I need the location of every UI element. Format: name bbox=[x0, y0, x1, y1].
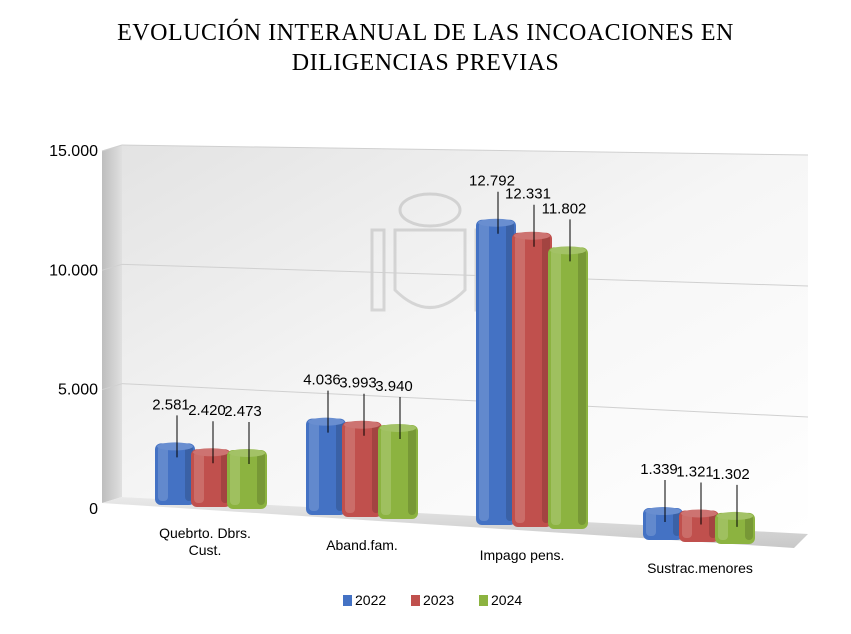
legend-label: 2023 bbox=[423, 592, 454, 608]
data-label: 1.302 bbox=[712, 466, 750, 483]
bar-2023-2 bbox=[512, 231, 552, 527]
data-label: 4.036 bbox=[303, 372, 341, 389]
legend-swatch bbox=[479, 595, 488, 606]
category-label: Aband.fam. bbox=[326, 537, 398, 553]
bar-top bbox=[514, 231, 550, 240]
bar-highlight bbox=[345, 423, 355, 513]
y-tick-label: 15.000 bbox=[49, 143, 98, 160]
legend-item-2023: 2023 bbox=[411, 592, 454, 608]
legend-item-2024: 2024 bbox=[479, 592, 522, 608]
data-label: 3.993 bbox=[339, 375, 377, 392]
data-label: 12.331 bbox=[505, 186, 551, 203]
category-label-line: Sustrac.menores bbox=[647, 560, 753, 576]
category-label-line: Aband.fam. bbox=[326, 537, 398, 553]
bar-2022-2 bbox=[476, 218, 516, 525]
legend-swatch bbox=[343, 595, 352, 606]
bar-top bbox=[344, 420, 380, 429]
bar-highlight bbox=[515, 234, 525, 523]
y-tick-label: 10.000 bbox=[49, 262, 98, 279]
bar-top bbox=[380, 423, 416, 432]
bar-top bbox=[645, 507, 681, 516]
bar-highlight bbox=[194, 451, 204, 503]
watermark-pillar-left bbox=[370, 228, 386, 312]
bar-shadow bbox=[257, 451, 265, 505]
data-label: 1.321 bbox=[676, 463, 714, 480]
bar-shadow bbox=[408, 426, 416, 515]
chart-title-line-1: EVOLUCIÓN INTERANUAL DE LAS INCOACIONES … bbox=[117, 20, 734, 46]
category-label: Quebrto. Dbrs. Cust. bbox=[159, 525, 251, 558]
legend-swatch bbox=[411, 595, 420, 606]
bar-2023-0 bbox=[191, 448, 231, 507]
chart-side-wall bbox=[102, 145, 122, 503]
bar-2022-1 bbox=[306, 417, 346, 515]
legend-label: 2024 bbox=[491, 592, 522, 608]
data-label: 2.420 bbox=[188, 402, 226, 419]
gridline bbox=[121, 263, 809, 287]
bar-top bbox=[229, 448, 265, 457]
bar-highlight bbox=[646, 510, 656, 536]
category-label: Impago pens. bbox=[480, 547, 565, 563]
watermark-crown bbox=[398, 192, 462, 228]
bar-2022-0 bbox=[155, 442, 195, 505]
bar-top bbox=[717, 511, 753, 520]
bar-2024-0 bbox=[227, 448, 267, 509]
data-label: 1.339 bbox=[640, 461, 678, 478]
chart-floor bbox=[102, 497, 808, 548]
bar-2024-1 bbox=[378, 423, 418, 519]
bar-2024-3 bbox=[715, 511, 755, 544]
bar-2023-3 bbox=[679, 509, 719, 542]
category-label: Sustrac.menores bbox=[647, 560, 753, 576]
category-label-line: Impago pens. bbox=[480, 547, 565, 563]
category-label-line: Quebrto. Dbrs. bbox=[159, 525, 251, 541]
gridline bbox=[121, 383, 809, 418]
y-tick-label: 0 bbox=[89, 501, 98, 518]
gridline-side bbox=[101, 263, 123, 271]
legend-item-2022: 2022 bbox=[343, 592, 386, 608]
bar-highlight bbox=[309, 420, 319, 511]
bar-shadow bbox=[578, 249, 586, 525]
y-tick-label: 5.000 bbox=[58, 382, 98, 399]
watermark-shield bbox=[393, 228, 467, 309]
bar-top bbox=[478, 218, 514, 227]
data-label: 3.940 bbox=[375, 378, 413, 395]
bar-top bbox=[157, 442, 193, 451]
bar-2022-3 bbox=[643, 507, 683, 540]
bar-highlight bbox=[479, 221, 489, 521]
bar-2023-1 bbox=[342, 420, 382, 517]
chart-title-line-2: DILIGENCIAS PREVIAS bbox=[291, 50, 560, 76]
bar-top bbox=[308, 417, 344, 426]
data-label: 12.792 bbox=[469, 173, 515, 190]
bar-highlight bbox=[682, 512, 692, 538]
bar-shadow bbox=[745, 514, 753, 540]
chart-title: EVOLUCIÓN INTERANUAL DE LAS INCOACIONES … bbox=[0, 18, 851, 78]
data-label: 2.581 bbox=[152, 396, 190, 413]
bar-highlight bbox=[551, 249, 561, 525]
category-label-line: Cust. bbox=[189, 542, 222, 558]
legend-label: 2022 bbox=[355, 592, 386, 608]
bar-highlight bbox=[718, 514, 728, 540]
bar-top bbox=[550, 246, 586, 255]
chart-back-wall bbox=[122, 145, 808, 534]
gridline bbox=[121, 144, 809, 156]
bar-highlight bbox=[158, 445, 168, 501]
bar-top bbox=[681, 509, 717, 518]
bar-top bbox=[193, 448, 229, 457]
gridline-side bbox=[101, 144, 123, 152]
gridline-side bbox=[101, 383, 123, 391]
bar-highlight bbox=[230, 451, 240, 505]
data-label: 11.802 bbox=[542, 200, 587, 217]
data-label: 2.473 bbox=[224, 403, 262, 420]
bar-2024-2 bbox=[548, 246, 588, 529]
bar-highlight bbox=[381, 426, 391, 515]
